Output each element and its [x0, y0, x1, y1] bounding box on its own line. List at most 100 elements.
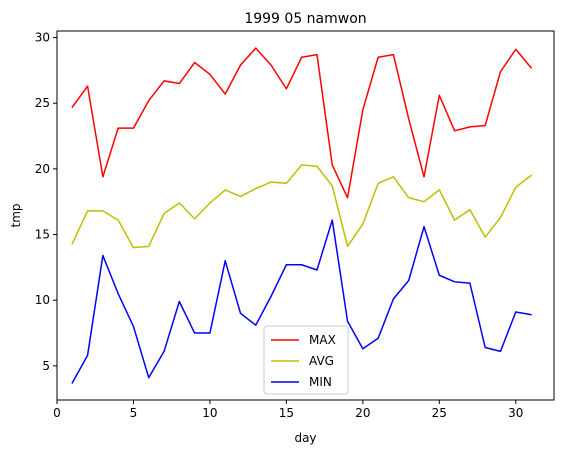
y-tick-label: 30 [35, 31, 50, 45]
data-point [454, 281, 456, 283]
data-point [285, 182, 287, 184]
data-point [377, 182, 379, 184]
data-point [408, 279, 410, 282]
data-point [362, 109, 364, 111]
data-point [530, 174, 532, 177]
x-axis: 0 5 10 15 20 25 30 [53, 400, 523, 420]
data-point [423, 201, 425, 203]
data-point [148, 100, 150, 102]
data-point [178, 300, 180, 303]
data-point [132, 127, 135, 129]
x-tick-label: 10 [202, 406, 217, 420]
series-avg [71, 164, 532, 249]
data-point [392, 176, 395, 178]
x-tick-label: 30 [508, 406, 523, 420]
series-min [71, 219, 532, 384]
data-point [499, 71, 502, 73]
data-point [331, 219, 333, 221]
data-point [438, 94, 440, 96]
data-point [331, 164, 333, 166]
data-point [148, 377, 150, 379]
data-point [392, 54, 395, 56]
data-point [239, 312, 242, 314]
data-point [515, 48, 517, 50]
series-line-avg [71, 164, 532, 249]
data-point [454, 130, 456, 132]
data-point [484, 236, 486, 238]
data-point [117, 293, 119, 295]
data-point [515, 186, 517, 188]
y-tick-label: 25 [35, 96, 50, 110]
data-point [285, 264, 287, 266]
y-tick-label: 15 [35, 228, 50, 242]
data-point [316, 54, 318, 56]
x-axis-label: day [294, 431, 316, 445]
data-point [224, 93, 226, 95]
data-point [132, 247, 135, 249]
data-point [408, 197, 410, 199]
legend-label-max: MAX [309, 333, 336, 347]
data-point [270, 64, 272, 66]
legend: MAX AVG MIN [263, 325, 349, 395]
y-tick-label: 20 [35, 162, 50, 176]
x-tick-label: 5 [130, 406, 138, 420]
data-point [71, 243, 73, 245]
data-point [499, 216, 502, 219]
data-point [316, 269, 318, 271]
data-point [239, 195, 242, 198]
data-point [86, 354, 89, 356]
data-point [484, 124, 486, 127]
data-point [163, 350, 165, 353]
data-point [209, 202, 211, 204]
x-tick-label: 25 [432, 406, 447, 420]
data-point [209, 73, 211, 75]
data-point [285, 88, 287, 90]
data-point [224, 260, 226, 262]
data-point [346, 197, 349, 199]
legend-box [263, 325, 349, 395]
y-tick-label: 10 [35, 293, 50, 307]
y-axis-label: tmp [9, 203, 23, 227]
data-point [71, 106, 73, 108]
x-tick-label: 15 [279, 406, 294, 420]
data-point [178, 202, 180, 204]
x-tick-label: 20 [355, 406, 370, 420]
data-point [209, 332, 211, 334]
axes-frame [56, 30, 555, 401]
data-point [194, 332, 196, 334]
data-point [255, 187, 257, 190]
data-point [331, 185, 333, 187]
data-point [454, 219, 456, 221]
data-point [316, 165, 318, 167]
data-point [408, 118, 410, 120]
data-point [377, 337, 379, 339]
data-point [346, 245, 349, 247]
plot-area [71, 47, 532, 384]
data-point [148, 245, 150, 247]
data-point [499, 350, 502, 353]
data-point [362, 348, 364, 350]
data-point [484, 346, 486, 349]
data-point [469, 208, 471, 211]
data-point [301, 56, 303, 58]
data-point [270, 295, 272, 297]
data-point [194, 61, 196, 64]
data-point [255, 47, 257, 49]
data-point [530, 314, 532, 316]
legend-label-avg: AVG [309, 354, 334, 368]
data-point [102, 176, 104, 178]
data-point [255, 324, 257, 326]
data-point [71, 382, 73, 384]
data-point [423, 226, 425, 228]
y-tick-label: 5 [42, 359, 50, 373]
data-point [86, 210, 89, 212]
data-point [117, 127, 119, 129]
data-point [102, 254, 104, 257]
data-point [515, 311, 517, 313]
data-point [194, 218, 196, 220]
series-max [71, 47, 532, 199]
chart-title: 1999 05 namwon [244, 11, 366, 27]
data-point [469, 126, 471, 128]
data-point [132, 325, 135, 328]
